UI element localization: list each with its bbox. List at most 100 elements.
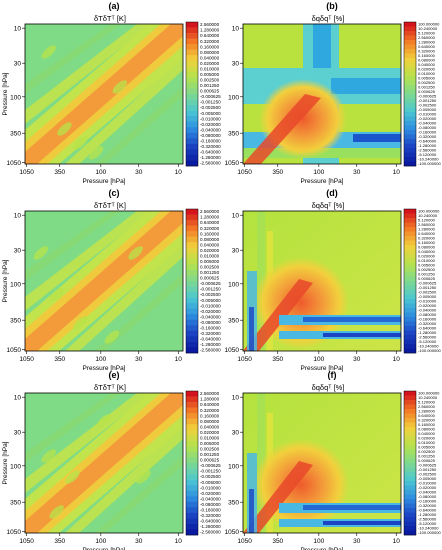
colorbar-tick-label: 0.010000: [418, 440, 436, 445]
colorbar-tick-label: -0.010000: [418, 480, 437, 485]
colorbar-tick-label: -0.640000: [418, 325, 437, 330]
colorbar-swatch: [404, 476, 416, 482]
colorbar-swatch: [404, 148, 416, 153]
colorbar-swatch: [186, 160, 198, 167]
heatmap-diagonal: [243, 279, 313, 351]
y-tick-label: 100: [10, 281, 21, 288]
colorbar-tick-label: -0.040000: [200, 127, 221, 132]
x-tick-label: 1050: [237, 169, 252, 176]
colorbar-swatch: [186, 99, 198, 106]
heatmap-patch: [104, 330, 120, 344]
colorbar-tick-label: -0.010000: [418, 298, 437, 303]
colorbar-swatch: [404, 254, 416, 259]
colorbar-tick-label: -2.560000: [418, 147, 437, 152]
colorbar-swatch: [186, 512, 198, 519]
colorbar-swatch: [404, 35, 416, 41]
colorbar-swatch: [186, 281, 198, 287]
heatmap-patch: [41, 449, 56, 463]
colorbar-tick-label: -0.001250: [200, 100, 221, 105]
colorbar-swatch: [404, 490, 416, 495]
heatmap-patch: [73, 316, 88, 330]
chart-title: δTδTᵀ [K]: [94, 201, 126, 210]
chart-panel-f: (f) δqδqᵀ [%] 10 30 100 350 1050 1050 350 100 30 10…: [225, 370, 442, 550]
colorbar-tick-label: 0.160000: [418, 240, 436, 245]
colorbar-tick-label: 0.320000: [200, 39, 220, 44]
plot-frame: [242, 392, 402, 534]
chart-title: δqδqᵀ [%]: [312, 14, 345, 23]
colorbar-tick-label: -0.080000: [200, 502, 221, 507]
colorbar-frame: [403, 21, 417, 167]
colorbar-swatch: [404, 330, 416, 336]
colorbar-tick-label: 5.120000: [418, 30, 436, 35]
colorbar-swatch: [186, 33, 198, 39]
colorbar-tick-label: -0.040000: [200, 496, 221, 501]
colorbar-tick-label: 0.002500: [418, 80, 436, 85]
colorbar-swatch: [404, 103, 416, 108]
colorbar-swatch: [404, 31, 416, 36]
colorbar-swatch: [404, 440, 416, 446]
colorbar-tick-label: -1.280000: [418, 143, 437, 148]
heatmap-ridge: [95, 455, 183, 533]
colorbar-swatch: [186, 247, 198, 254]
heatmap-ridge: [25, 211, 151, 311]
y-tick-label: 100: [228, 463, 239, 470]
colorbar-tick-label: 5.120000: [418, 399, 436, 404]
colorbar-swatch: [404, 454, 416, 459]
colorbar-swatch: [186, 451, 198, 458]
colorbar-swatch: [186, 82, 198, 89]
colorbar-swatch: [404, 312, 416, 318]
colorbar-tick-label: -0.001250: [418, 285, 437, 290]
colorbar-swatch: [186, 297, 198, 304]
colorbar-tick-label: -0.160000: [418, 129, 437, 134]
x-axis-label: Pressure [hPa]: [301, 178, 344, 185]
colorbar-swatch: [404, 143, 416, 149]
colorbar-tick-label: 100.000000: [418, 390, 440, 395]
colorbar-swatch: [186, 501, 198, 508]
colorbar-swatch: [404, 76, 416, 81]
colorbar-swatch: [404, 317, 416, 322]
colorbar-tick-label: -0.320000: [418, 321, 437, 326]
colorbar-swatch: [186, 209, 198, 215]
colorbar-tick-label: 0.005000: [200, 72, 220, 77]
colorbar-swatch: [404, 463, 416, 468]
colorbar-tick-label: 0.000625: [418, 89, 436, 94]
colorbar-tick-label: 0.020000: [418, 253, 436, 258]
heatmap-patch: [128, 246, 143, 260]
y-tick-label: 10: [14, 26, 22, 33]
y-tick-label: 30: [14, 61, 22, 68]
colorbar-tick-label: 0.001250: [200, 452, 220, 457]
y-tick-label: 30: [14, 430, 22, 437]
colorbar-tick-label: -0.320000: [418, 134, 437, 139]
colorbar-tick-label: -100.000000: [418, 161, 441, 166]
colorbar-swatch: [186, 94, 198, 100]
colorbar-swatch: [186, 396, 198, 403]
colorbar-tick-label: 100.000000: [418, 21, 440, 26]
colorbar-tick-label: 1.280000: [200, 28, 220, 33]
colorbar-tick-label: 0.160000: [200, 231, 220, 236]
x-tick-label: 10: [175, 356, 183, 363]
colorbar-tick-label: -0.320000: [200, 144, 221, 149]
colorbar-swatch: [404, 512, 416, 518]
x-tick-label: 1050: [237, 538, 252, 545]
colorbar-swatch: [186, 479, 198, 486]
x-tick-label: 350: [54, 356, 65, 363]
heatmap-ridge: [25, 393, 121, 463]
plot-frame: [24, 23, 184, 165]
colorbar-swatch: [404, 139, 416, 144]
colorbar-swatch: [404, 400, 416, 405]
colorbar-tick-label: 0.640000: [200, 402, 220, 407]
y-tick-label: 350: [10, 500, 21, 507]
colorbar-swatch: [186, 308, 198, 315]
heatmap-patch: [73, 136, 88, 150]
colorbar-tick-label: -0.010000: [200, 303, 221, 308]
colorbar-swatch: [404, 436, 416, 441]
colorbar-tick-label: 0.160000: [200, 413, 220, 418]
colorbar-tick-label: -100.000000: [418, 530, 441, 535]
x-tick-label: 350: [272, 538, 283, 545]
colorbar-tick-label: 0.040000: [200, 242, 220, 247]
y-tick-label: 1050: [7, 160, 22, 167]
heatmap-patch: [49, 288, 64, 302]
colorbar-tick-label: 2.560000: [418, 222, 436, 227]
colorbar-swatch: [404, 263, 416, 268]
x-tick-label: 1050: [19, 169, 34, 176]
